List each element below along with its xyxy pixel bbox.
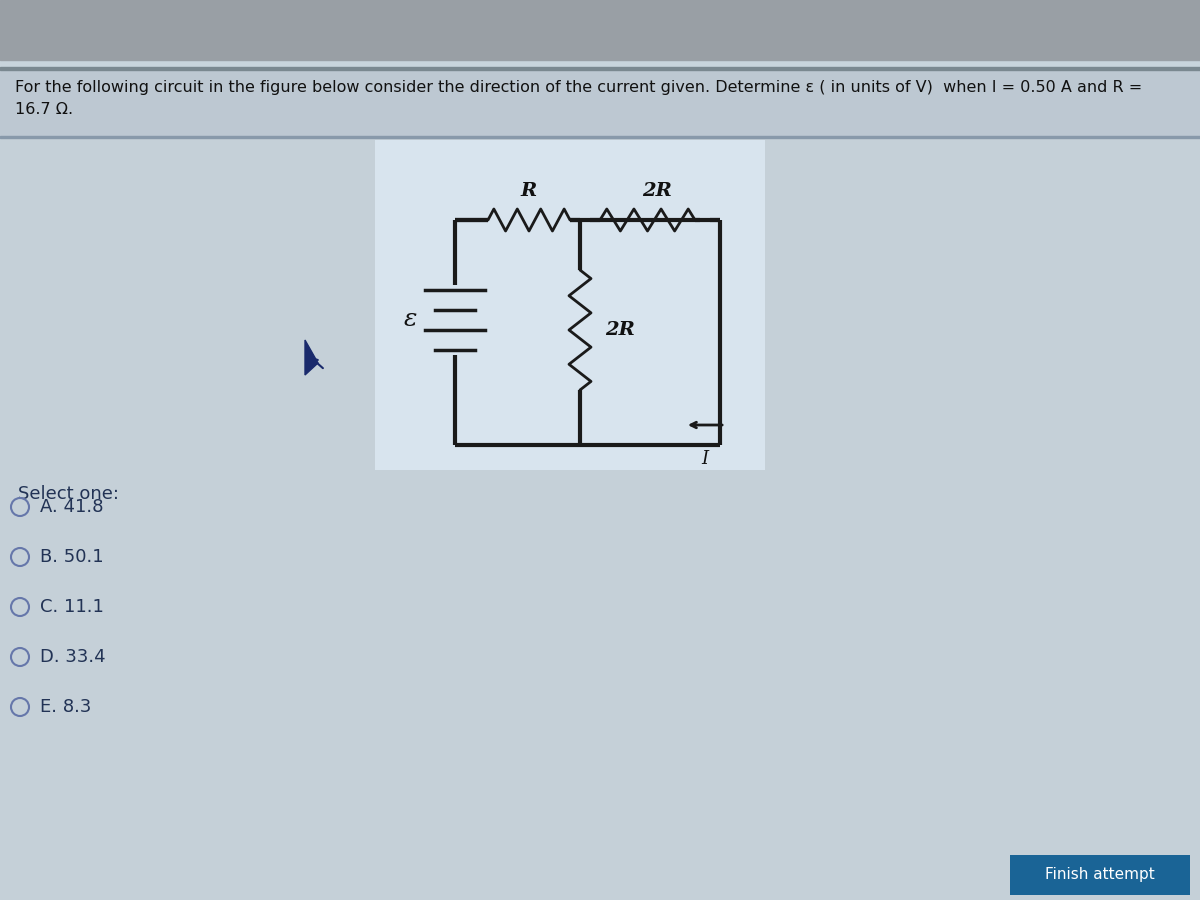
Bar: [0, 0, 1200, 60]
Text: 2R: 2R: [605, 321, 635, 339]
Bar: [0, 136, 1200, 138]
Text: Finish attempt: Finish attempt: [1045, 868, 1154, 883]
Bar: [1010, 855, 1190, 895]
Text: For the following circuit in the figure below consider the direction of the curr: For the following circuit in the figure …: [14, 80, 1142, 95]
Bar: [0, 70, 1200, 135]
Text: D. 33.4: D. 33.4: [40, 648, 106, 666]
Text: Select one:: Select one:: [18, 485, 119, 503]
Text: ε: ε: [403, 309, 416, 331]
Polygon shape: [305, 340, 318, 375]
Text: A. 41.8: A. 41.8: [40, 498, 103, 516]
Bar: [374, 140, 766, 470]
Text: R: R: [521, 182, 538, 200]
Bar: [0, 67, 1200, 70]
Text: B. 50.1: B. 50.1: [40, 548, 103, 566]
Text: E. 8.3: E. 8.3: [40, 698, 91, 716]
Text: 16.7 Ω.: 16.7 Ω.: [14, 102, 73, 117]
Text: 2R: 2R: [642, 182, 672, 200]
Text: I: I: [702, 450, 708, 468]
Text: C. 11.1: C. 11.1: [40, 598, 104, 616]
